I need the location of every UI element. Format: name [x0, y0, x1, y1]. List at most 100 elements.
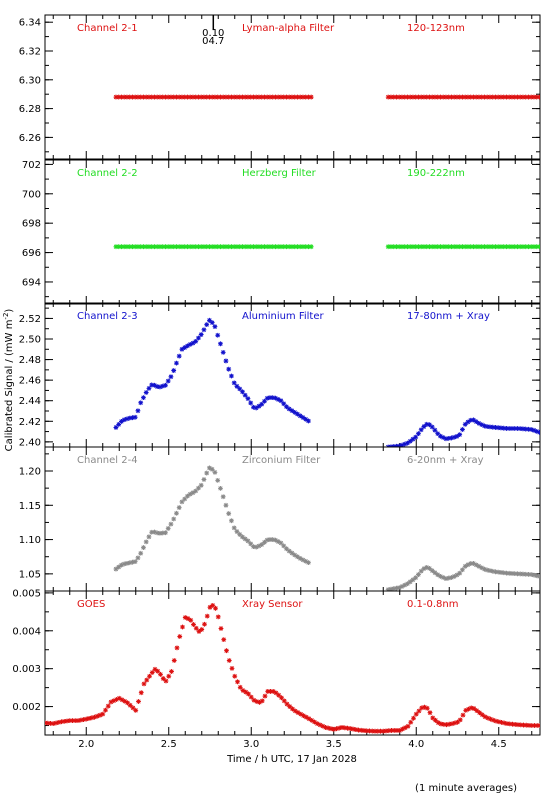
data-point — [257, 699, 262, 705]
data-point — [273, 537, 278, 543]
data-point — [465, 562, 471, 568]
data-point — [518, 722, 524, 728]
data-point — [429, 568, 435, 574]
data-point — [75, 718, 81, 723]
data-point — [193, 339, 199, 344]
data-point — [432, 427, 438, 433]
data-point — [396, 443, 402, 447]
data-point — [248, 244, 254, 250]
data-point — [248, 541, 254, 547]
data-point — [267, 94, 273, 100]
data-point — [168, 521, 174, 527]
data-point — [124, 560, 130, 566]
data-point — [100, 711, 106, 717]
data-point — [495, 569, 501, 575]
data-point — [270, 395, 276, 401]
data-point — [498, 570, 504, 575]
data-point — [185, 94, 190, 100]
data-point — [174, 244, 179, 250]
data-point — [193, 244, 199, 250]
data-point — [314, 721, 320, 727]
data-point — [407, 244, 413, 250]
data-point — [402, 94, 408, 100]
data-point — [429, 244, 435, 250]
data-point — [438, 573, 443, 579]
data-point — [251, 404, 256, 410]
data-point — [460, 712, 466, 718]
data-point — [509, 244, 515, 250]
data-point — [235, 679, 240, 685]
data-point — [155, 668, 161, 674]
data-point — [204, 94, 210, 100]
data-point — [270, 537, 276, 542]
data-point — [111, 698, 117, 704]
panel-band-label: 6-20nm + Xray — [407, 455, 484, 466]
data-point — [166, 673, 172, 679]
data-point — [113, 425, 119, 430]
data-point — [295, 710, 301, 715]
data-point — [201, 477, 207, 482]
data-point — [490, 424, 496, 430]
data-point — [267, 244, 273, 250]
data-point — [253, 405, 259, 411]
data-point — [499, 719, 504, 725]
panel-filter-label: Zirconium Filter — [242, 455, 321, 466]
data-point — [297, 556, 303, 561]
data-point — [158, 671, 163, 677]
data-point — [223, 358, 229, 364]
data-point — [138, 690, 144, 696]
data-point — [275, 94, 281, 100]
data-point — [171, 244, 177, 250]
data-point — [193, 488, 199, 494]
data-point — [386, 728, 392, 734]
data-point — [245, 538, 251, 544]
data-point — [267, 395, 273, 401]
data-point — [451, 94, 457, 100]
data-point — [119, 244, 124, 250]
data-point — [154, 530, 160, 536]
data-point — [56, 719, 62, 725]
data-point — [264, 94, 270, 100]
data-point — [416, 431, 421, 437]
data-point — [264, 537, 270, 543]
data-point — [176, 94, 182, 100]
data-point — [210, 603, 216, 608]
series-points — [45, 603, 540, 734]
data-point — [231, 244, 237, 250]
data-point — [174, 360, 179, 366]
data-point — [135, 408, 141, 414]
data-point — [224, 648, 229, 654]
data-point — [298, 711, 304, 717]
data-point — [493, 94, 498, 100]
data-point — [399, 442, 405, 447]
data-point — [509, 571, 515, 576]
data-point — [303, 416, 309, 422]
data-point — [262, 398, 267, 404]
data-point — [396, 94, 402, 100]
data-point — [405, 723, 411, 729]
data-point — [523, 571, 529, 577]
panel-filter-label: Aluminium Filter — [242, 311, 325, 322]
y-tick-label: 696 — [22, 248, 41, 259]
data-point — [391, 94, 397, 100]
data-point — [160, 383, 166, 389]
data-point — [317, 722, 323, 728]
data-point — [482, 566, 487, 572]
data-point — [471, 706, 477, 711]
data-point — [220, 244, 226, 250]
data-point — [328, 726, 334, 732]
data-point — [308, 94, 314, 100]
data-point — [446, 721, 452, 727]
data-point — [397, 728, 403, 733]
data-point — [132, 94, 138, 100]
data-point — [176, 244, 182, 250]
y-tick-label: 700 — [22, 189, 41, 200]
data-point — [240, 534, 245, 540]
panel-band-label: 190-222nm — [407, 168, 465, 179]
data-point — [490, 244, 496, 250]
data-point — [209, 320, 215, 326]
data-point — [358, 727, 364, 733]
data-point — [165, 244, 171, 250]
data-point — [306, 716, 312, 722]
